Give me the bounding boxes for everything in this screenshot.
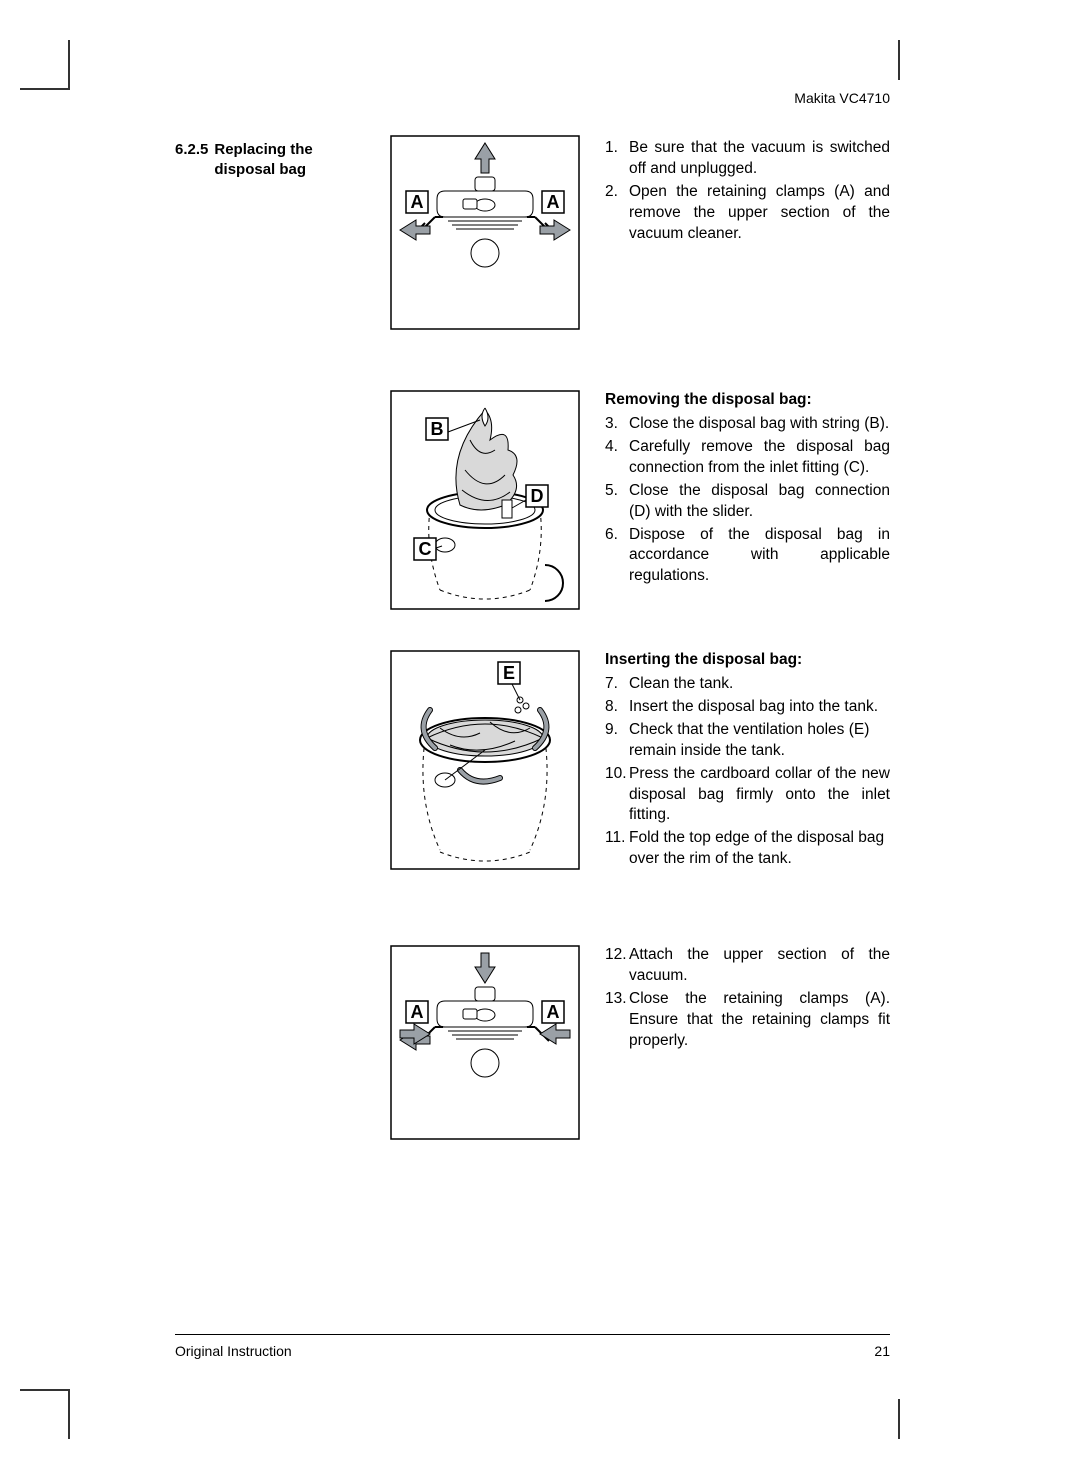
steps-open: 1.Be sure that the vacuum is switched of…: [605, 138, 890, 247]
step-text: Fold the top edge of the disposal bag ov…: [629, 828, 890, 870]
footer-left: Original Instruction: [175, 1343, 292, 1359]
step-num: 6.: [605, 525, 629, 588]
steps-list-1: 1.Be sure that the vacuum is switched of…: [605, 138, 890, 245]
steps-insert: Inserting the disposal bag: 7.Clean the …: [605, 650, 890, 872]
step-num: 8.: [605, 697, 629, 718]
crop-mark-br: [898, 1399, 910, 1439]
step-text: Close the disposal bag with string (B).: [629, 414, 890, 435]
step-num: 7.: [605, 674, 629, 695]
crop-mark-bl: [20, 1389, 70, 1439]
subhead-insert: Inserting the disposal bag:: [605, 650, 890, 671]
figure-3: E: [390, 650, 580, 870]
page-footer: Original Instruction 21: [175, 1334, 890, 1359]
step-text: Dispose of the disposal bag in accordanc…: [629, 525, 890, 588]
step-text: Clean the tank.: [629, 674, 890, 695]
step-num: 11.: [605, 828, 629, 870]
steps-list-3: 7.Clean the tank. 8.Insert the disposal …: [605, 674, 890, 870]
fig1-label-a-right: A: [547, 192, 560, 212]
fig3-label-e: E: [503, 663, 515, 683]
step-num: 2.: [605, 182, 629, 245]
step-text: Check that the ventilation holes (E) rem…: [629, 720, 890, 762]
steps-close: 12.Attach the upper section of the vacuu…: [605, 945, 890, 1054]
step-text: Open the retaining clamps (A) and remove…: [629, 182, 890, 245]
footer-page: 21: [874, 1343, 890, 1359]
step-num: 3.: [605, 414, 629, 435]
step-text: Press the cardboard collar of the new di…: [629, 764, 890, 827]
section-heading: 6.2.5 Replacing the disposal bag: [175, 140, 375, 181]
fig4-label-a-right: A: [547, 1002, 560, 1022]
figure-4: A A: [390, 945, 580, 1140]
step-num: 12.: [605, 945, 629, 987]
header-product: Makita VC4710: [794, 90, 890, 106]
figure-2: B D C: [390, 390, 580, 610]
step-text: Carefully remove the disposal bag connec…: [629, 437, 890, 479]
fig4-label-a-left: A: [411, 1002, 424, 1022]
step-num: 1.: [605, 138, 629, 180]
step-text: Close the disposal bag connection (D) wi…: [629, 481, 890, 523]
steps-remove: Removing the disposal bag: 3.Close the d…: [605, 390, 890, 589]
section-number: 6.2.5: [175, 140, 208, 181]
step-text: Attach the upper section of the vacuum.: [629, 945, 890, 987]
step-text: Close the retaining clamps (A). Ensure t…: [629, 989, 890, 1052]
step-num: 9.: [605, 720, 629, 762]
step-text: Be sure that the vacuum is switched off …: [629, 138, 890, 180]
fig2-label-b: B: [431, 419, 444, 439]
step-num: 4.: [605, 437, 629, 479]
fig2-label-d: D: [531, 486, 544, 506]
figure-1: A A: [390, 135, 580, 330]
step-num: 5.: [605, 481, 629, 523]
crop-mark-tr: [898, 40, 910, 80]
steps-list-2: 3.Close the disposal bag with string (B)…: [605, 414, 890, 587]
page-content: Makita VC4710 6.2.5 Replacing the dispos…: [175, 90, 890, 1359]
crop-mark-tl: [20, 40, 70, 90]
step-num: 13.: [605, 989, 629, 1052]
section-title: Replacing the disposal bag: [214, 140, 375, 181]
steps-list-4: 12.Attach the upper section of the vacuu…: [605, 945, 890, 1052]
step-num: 10.: [605, 764, 629, 827]
fig2-label-c: C: [419, 539, 432, 559]
step-text: Insert the disposal bag into the tank.: [629, 697, 890, 718]
fig1-label-a-left: A: [411, 192, 424, 212]
subhead-remove: Removing the disposal bag:: [605, 390, 890, 411]
